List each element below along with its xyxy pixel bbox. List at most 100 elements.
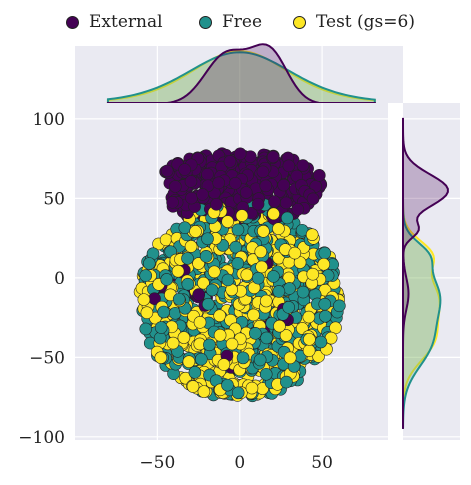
scatter-point-external — [282, 159, 296, 173]
scatter-point-test — [177, 331, 191, 344]
scatter-point-test — [166, 336, 180, 350]
scatter-point-external — [178, 163, 191, 176]
scatter-point-external — [192, 288, 206, 301]
scatter-point-test — [140, 306, 154, 320]
scatter-point-free — [231, 223, 245, 237]
x-tick-label: 50 — [311, 453, 333, 473]
scatter-point-external — [239, 186, 253, 199]
scatter-point-free — [221, 273, 235, 287]
scatter-point-test — [189, 225, 202, 238]
scatter-point-free — [259, 367, 273, 381]
scatter-points — [133, 147, 346, 403]
scatter-point-external — [229, 176, 242, 190]
scatter-point-external — [291, 203, 305, 216]
scatter-point-free — [260, 331, 273, 345]
scatter-point-free — [139, 322, 153, 336]
legend-marker-free — [199, 15, 212, 29]
x-tick-label: 0 — [234, 453, 245, 473]
scatter-point-free — [201, 297, 215, 311]
y-tick-label: −50 — [29, 348, 65, 368]
scatter-point-free — [157, 305, 171, 319]
scatter-point-external — [306, 192, 320, 206]
scatter-point-test — [182, 355, 196, 368]
scatter-point-external — [277, 178, 291, 192]
scatter-point-free — [318, 246, 332, 260]
scatter-point-free — [181, 277, 195, 291]
scatter-point-test — [207, 265, 221, 279]
scatter-point-test — [171, 264, 185, 278]
scatter-point-external — [259, 179, 273, 193]
scatter-point-free — [251, 271, 265, 285]
legend-item-external: External — [66, 12, 163, 32]
scatter-point-external — [184, 175, 198, 188]
scatter-point-test — [184, 240, 198, 253]
scatter-point-free — [282, 301, 295, 314]
scatter-point-free — [280, 211, 294, 225]
scatter-point-free — [249, 326, 262, 340]
scatter-point-external — [251, 197, 265, 211]
kde-y-external — [402, 117, 449, 429]
scatter-point-test — [247, 308, 260, 322]
legend: External Free Test (gs=6) — [0, 12, 471, 38]
top-marginal-background — [75, 46, 403, 103]
kde-x-free — [106, 51, 376, 104]
scatter-point-external — [313, 169, 326, 182]
scatter-point-external — [201, 168, 214, 181]
legend-label-external: External — [89, 12, 163, 32]
scatter-point-test — [137, 293, 151, 306]
scatter-point-free — [231, 386, 245, 400]
y-tick-label: −100 — [18, 428, 65, 448]
scatter-point-free — [236, 351, 250, 365]
scatter-point-test — [267, 207, 280, 221]
scatter-point-free — [181, 252, 194, 265]
scatter-point-free — [139, 269, 153, 282]
scatter-point-test — [213, 328, 227, 342]
scatter-point-test — [217, 358, 231, 371]
scatter-point-external — [233, 147, 247, 161]
y-tick-label: 50 — [43, 189, 65, 209]
scatter-point-external — [196, 188, 209, 201]
scatter-point-free — [205, 283, 219, 297]
scatter-point-test — [303, 333, 316, 346]
scatter-point-test — [283, 351, 297, 365]
scatter-point-free — [296, 285, 310, 299]
legend-label-test: Test (gs=6) — [316, 12, 415, 32]
scatter-point-test — [235, 209, 249, 222]
y-tick-label: 100 — [33, 110, 65, 130]
scatter-point-test — [279, 329, 293, 342]
x-axis-ticks: −50 0 50 — [139, 453, 333, 473]
legend-marker-external — [66, 15, 79, 29]
scatter-point-test — [288, 246, 302, 260]
scatter-point-test — [272, 222, 285, 235]
scatter-point-free — [199, 249, 213, 263]
scatter-point-free — [178, 221, 192, 235]
scatter-point-external — [160, 164, 174, 178]
scatter-point-test — [240, 268, 254, 282]
scatter-point-external — [166, 195, 179, 209]
scatter-point-free — [154, 321, 168, 334]
scatter-point-test — [259, 294, 273, 308]
y-axis-ticks: 100 50 0 −50 −100 — [18, 110, 65, 448]
scatter-point-free — [231, 257, 245, 270]
x-tick-label: −50 — [139, 453, 175, 473]
scatter-point-test — [245, 381, 259, 395]
scatter-point-external — [256, 165, 270, 179]
scatter-point-free — [153, 331, 167, 345]
legend-item-free: Free — [199, 12, 262, 32]
scatter-point-free — [283, 282, 296, 295]
scatter-point-test — [273, 319, 286, 333]
scatter-point-external — [185, 191, 198, 205]
scatter-point-external — [210, 197, 223, 211]
right-marginal-kde — [402, 117, 460, 438]
scatter-point-external — [223, 155, 237, 168]
scatter-point-test — [186, 380, 200, 393]
scatter-point-free — [160, 273, 173, 286]
scatter-point-test — [257, 225, 270, 238]
scatter-point-test — [306, 267, 320, 281]
scatter-point-test — [197, 276, 210, 290]
scatter-point-external — [279, 196, 293, 210]
y-tick-label: 0 — [54, 269, 65, 289]
scatter-point-external — [268, 195, 281, 208]
scatter-point-test — [302, 310, 316, 324]
